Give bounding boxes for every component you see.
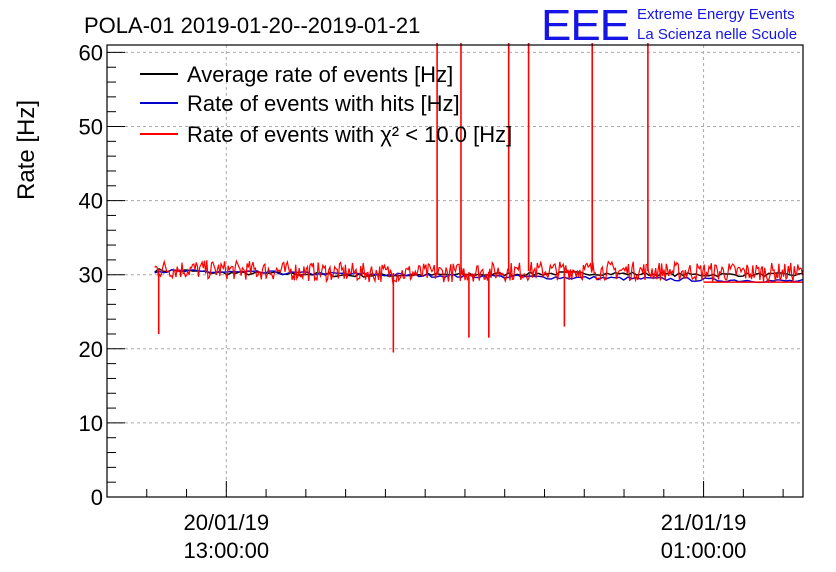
eee-logo: EEE Extreme Energy Events La Scienza nel… <box>541 1 797 50</box>
y-tick-label: 0 <box>91 485 103 510</box>
x-tick-date-label: 20/01/19 <box>183 510 269 535</box>
plot-area <box>154 43 803 353</box>
series-line <box>154 268 803 284</box>
legend-label: Rate of events with χ² < 10.0 [Hz] <box>187 122 512 147</box>
plot-frame <box>106 44 804 498</box>
eee-logo-line1: Extreme Energy Events <box>637 6 795 23</box>
y-tick-label: 40 <box>79 189 103 214</box>
legend: Average rate of events [Hz] Rate of event… <box>140 62 512 147</box>
x-tick-time-label: 13:00:00 <box>183 538 269 563</box>
eee-logo-line2: La Scienza nelle Scuole <box>637 26 797 43</box>
y-tick-label: 50 <box>79 115 103 140</box>
axes: 0 10 20 30 40 50 60 20/01/19 13:00:00 21/01/19 01:… <box>79 40 804 563</box>
eee-logo-mark: EEE <box>541 1 629 50</box>
x-tick-time-label: 01:00:00 <box>661 538 747 563</box>
y-tick-label: 60 <box>79 40 103 65</box>
legend-label: Rate of events with hits [Hz] <box>187 91 460 116</box>
legend-label: Average rate of events [Hz] <box>187 62 453 87</box>
series-line <box>154 259 803 285</box>
y-tick-label: 10 <box>79 411 103 436</box>
chart-title: POLA-01 2019-01-20--2019-01-21 <box>84 13 420 38</box>
y-axis-label: Rate [Hz] <box>13 100 40 200</box>
x-tick-date-label: 21/01/19 <box>661 510 747 535</box>
y-tick-label: 20 <box>79 337 103 362</box>
y-tick-label: 30 <box>79 263 103 288</box>
